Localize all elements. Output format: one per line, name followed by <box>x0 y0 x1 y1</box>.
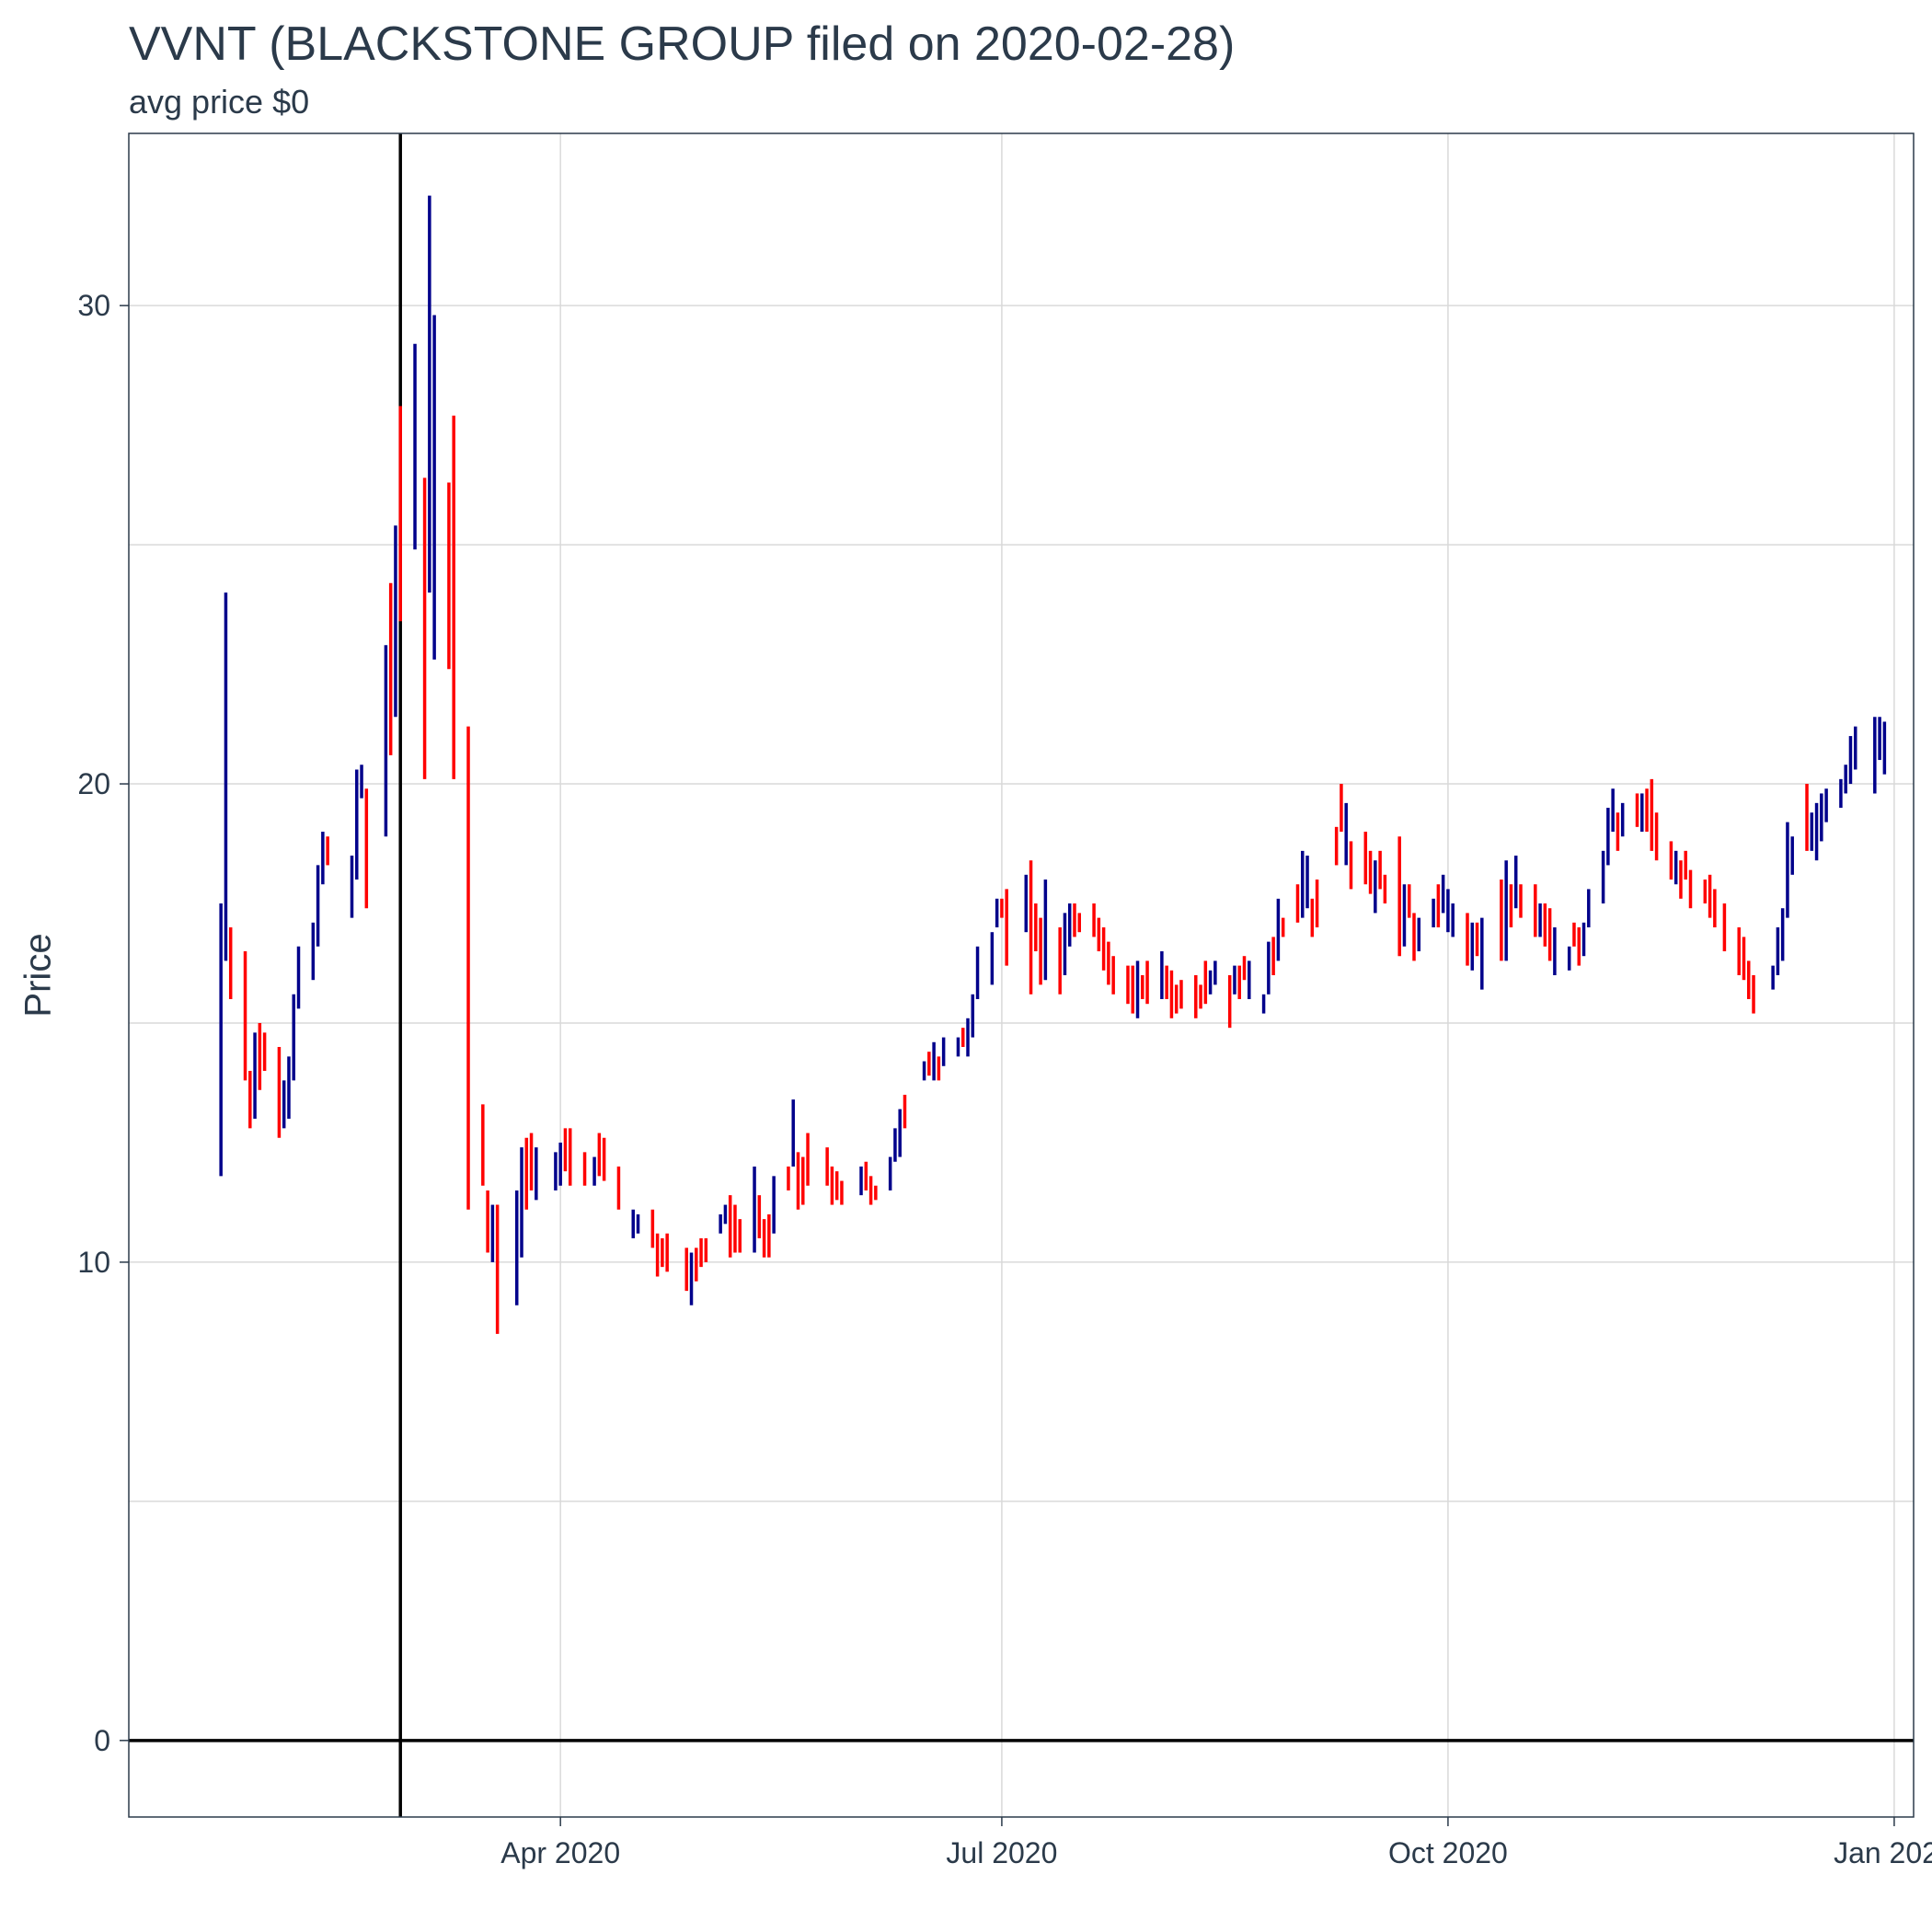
reference-lines <box>129 133 1914 1817</box>
plot-frame <box>128 132 1915 1818</box>
grid-lines <box>129 133 1914 1817</box>
x-tick-label: Oct 2020 <box>1388 1836 1508 1869</box>
y-tick-label: 10 <box>77 1246 110 1279</box>
y-tick-label: 0 <box>94 1724 110 1757</box>
x-tick-label: Jul 2020 <box>946 1836 1057 1869</box>
y-tick-label: 30 <box>77 289 110 322</box>
y-tick-label: 20 <box>77 767 110 800</box>
ohlc-bars <box>219 195 1887 1334</box>
x-tick-label: Jan 2021 <box>1834 1836 1932 1869</box>
chart-title: VVNT (BLACKSTONE GROUP filed on 2020-02-… <box>129 17 1236 71</box>
axis-ticks: 0 10 20 30 Apr 2020 Jul 2020 Oct 2020 Jan 2021 <box>77 289 1932 1869</box>
x-tick-label: Apr 2020 <box>500 1836 620 1869</box>
chart-subtitle: avg price $0 <box>129 83 310 121</box>
